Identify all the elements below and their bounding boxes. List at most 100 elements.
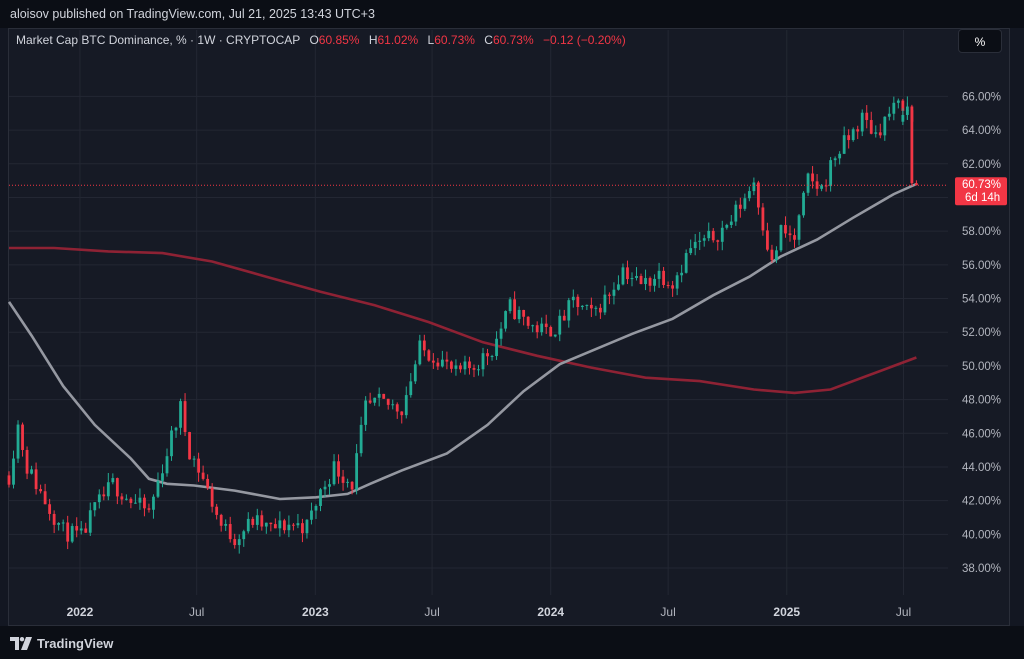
tradingview-logo-icon <box>10 637 32 650</box>
candle-body <box>246 518 250 532</box>
candle-body <box>752 182 756 192</box>
candle <box>237 534 241 554</box>
candle-body <box>30 469 33 474</box>
candle <box>756 180 760 215</box>
candle-body <box>824 185 828 187</box>
candle <box>296 513 300 529</box>
candle <box>630 272 634 287</box>
candle <box>829 156 833 192</box>
candle <box>571 289 575 308</box>
candle <box>874 125 878 138</box>
candle-body <box>535 325 539 333</box>
candle-body <box>508 299 512 312</box>
candle <box>264 522 268 534</box>
candle <box>720 220 724 251</box>
candle-body <box>143 497 146 509</box>
price-chart[interactable]: 38.00% 40.00% 42.00% 44.00% 46.00% 48.00% 50.0… <box>0 0 1024 626</box>
candle <box>93 502 97 517</box>
bar-countdown: 6d 14h <box>965 192 1000 204</box>
candle <box>477 364 480 376</box>
percent-scale-button[interactable]: % <box>958 29 1002 53</box>
candle-body <box>278 520 282 529</box>
candle-body <box>585 304 589 306</box>
candle <box>747 186 751 202</box>
candle <box>409 373 413 398</box>
candle-body <box>79 528 83 531</box>
legend-change: −0.12 (−0.20%) <box>543 33 626 47</box>
candle <box>910 104 914 186</box>
candle-body <box>675 275 679 289</box>
candle-body <box>779 225 783 251</box>
candle-body <box>603 294 607 313</box>
candle <box>486 348 489 366</box>
candle-body <box>766 230 769 250</box>
candle <box>346 478 349 488</box>
candle-body <box>319 489 322 507</box>
candle <box>152 494 155 519</box>
last-price-value: 60.73% <box>962 179 1001 191</box>
candle <box>165 448 169 477</box>
candle-body <box>747 191 751 199</box>
y-tick-label: 52.00% <box>962 327 1001 339</box>
legend-open-key: O <box>309 33 319 47</box>
candle <box>323 480 327 498</box>
candle-body <box>179 401 182 428</box>
candle <box>621 263 625 286</box>
candle-body <box>373 397 377 403</box>
candle-body <box>445 359 449 362</box>
candle <box>752 177 756 196</box>
tradingview-brand[interactable]: TradingView <box>10 636 113 651</box>
candle <box>905 96 909 121</box>
x-axis[interactable]: 2022 Jul 2023 Jul 2024 Jul 2025 Jul <box>67 605 912 619</box>
candle-body <box>833 158 837 161</box>
y-axis[interactable]: 38.00% 40.00% 42.00% 44.00% 46.00% 48.00% 50.0… <box>962 91 1001 575</box>
candle-body <box>264 522 268 527</box>
candle <box>459 362 462 373</box>
candle-body <box>815 181 819 189</box>
candle-body <box>332 461 336 485</box>
candle <box>635 267 638 281</box>
y-tick-label: 64.00% <box>962 125 1001 137</box>
candle <box>508 297 512 314</box>
candle-body <box>368 400 372 403</box>
candle <box>743 193 747 212</box>
candle-body <box>698 240 702 242</box>
candle-body <box>305 519 309 534</box>
candle-body <box>644 278 647 285</box>
candle-body <box>860 112 864 132</box>
candle-body <box>477 369 480 371</box>
candle-body <box>838 153 842 159</box>
candle-body <box>770 249 774 261</box>
candle <box>450 360 453 373</box>
candle <box>129 497 133 509</box>
candle <box>544 314 548 334</box>
candle <box>436 357 440 370</box>
candle <box>368 392 372 405</box>
candle-body <box>635 275 638 278</box>
candle-body <box>666 285 670 287</box>
candle <box>219 513 223 532</box>
candle <box>246 512 250 534</box>
candle <box>644 269 647 291</box>
candle-body <box>174 427 178 431</box>
candle-body <box>883 116 887 136</box>
candle <box>896 98 900 109</box>
candle-body <box>314 506 318 511</box>
candle-body <box>88 510 92 533</box>
candle-body <box>571 296 575 301</box>
candle <box>653 274 656 292</box>
candle <box>224 519 228 531</box>
x-tick-label: Jul <box>424 605 439 619</box>
last-price-tag: 60.73% 6d 14h <box>955 177 1007 206</box>
candle <box>761 203 765 236</box>
candle <box>156 472 160 499</box>
candle-body <box>138 497 142 503</box>
candle-body <box>598 307 602 313</box>
candle-body <box>702 238 706 241</box>
candle-body <box>513 299 517 320</box>
candle <box>901 108 905 126</box>
candle-body <box>788 233 792 236</box>
candle <box>851 127 855 142</box>
legend-low-key: L <box>427 33 435 47</box>
y-tick-label: 66.00% <box>962 91 1001 103</box>
